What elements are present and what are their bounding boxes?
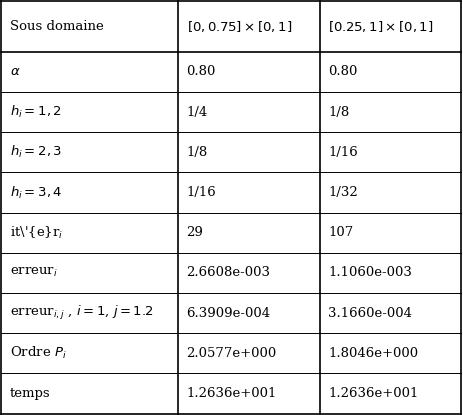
Text: 29: 29 [186, 226, 203, 239]
Text: Ordre $P_i$: Ordre $P_i$ [10, 345, 66, 361]
Text: $h_i = 2, 3$: $h_i = 2, 3$ [10, 144, 62, 160]
Text: 1/4: 1/4 [186, 106, 207, 119]
Text: 107: 107 [327, 226, 353, 239]
Text: 1/8: 1/8 [186, 146, 207, 159]
Text: 1.2636e+001: 1.2636e+001 [327, 387, 418, 400]
Text: 1/16: 1/16 [186, 186, 216, 199]
Text: 2.0577e+000: 2.0577e+000 [186, 347, 276, 360]
Text: $\alpha$: $\alpha$ [10, 66, 20, 78]
Text: 0.80: 0.80 [186, 66, 215, 78]
Text: it\'{e}r$_i$: it\'{e}r$_i$ [10, 225, 63, 241]
Text: Sous domaine: Sous domaine [10, 20, 103, 33]
Text: $[0.25, 1] \times [0, 1]$: $[0.25, 1] \times [0, 1]$ [327, 19, 433, 34]
Text: 1.2636e+001: 1.2636e+001 [186, 387, 276, 400]
Text: temps: temps [10, 387, 50, 400]
Text: 1/8: 1/8 [327, 106, 349, 119]
Text: 1.1060e-003: 1.1060e-003 [327, 266, 411, 279]
Text: $[0, 0.75] \times [0, 1]$: $[0, 0.75] \times [0, 1]$ [186, 19, 291, 34]
Text: $h_i = 1, 2$: $h_i = 1, 2$ [10, 104, 62, 120]
Text: 1.8046e+000: 1.8046e+000 [327, 347, 418, 360]
Text: 2.6608e-003: 2.6608e-003 [186, 266, 270, 279]
Text: 1/16: 1/16 [327, 146, 357, 159]
Text: 3.1660e-004: 3.1660e-004 [327, 307, 411, 320]
Text: 6.3909e-004: 6.3909e-004 [186, 307, 270, 320]
Text: erreur$_{i,j}$ , $i = 1$, $j = 1.2$: erreur$_{i,j}$ , $i = 1$, $j = 1.2$ [10, 304, 153, 322]
Text: 0.80: 0.80 [327, 66, 357, 78]
Text: erreur$_i$: erreur$_i$ [10, 266, 57, 279]
Text: $h_i = 3, 4$: $h_i = 3, 4$ [10, 185, 62, 200]
Text: 1/32: 1/32 [327, 186, 357, 199]
